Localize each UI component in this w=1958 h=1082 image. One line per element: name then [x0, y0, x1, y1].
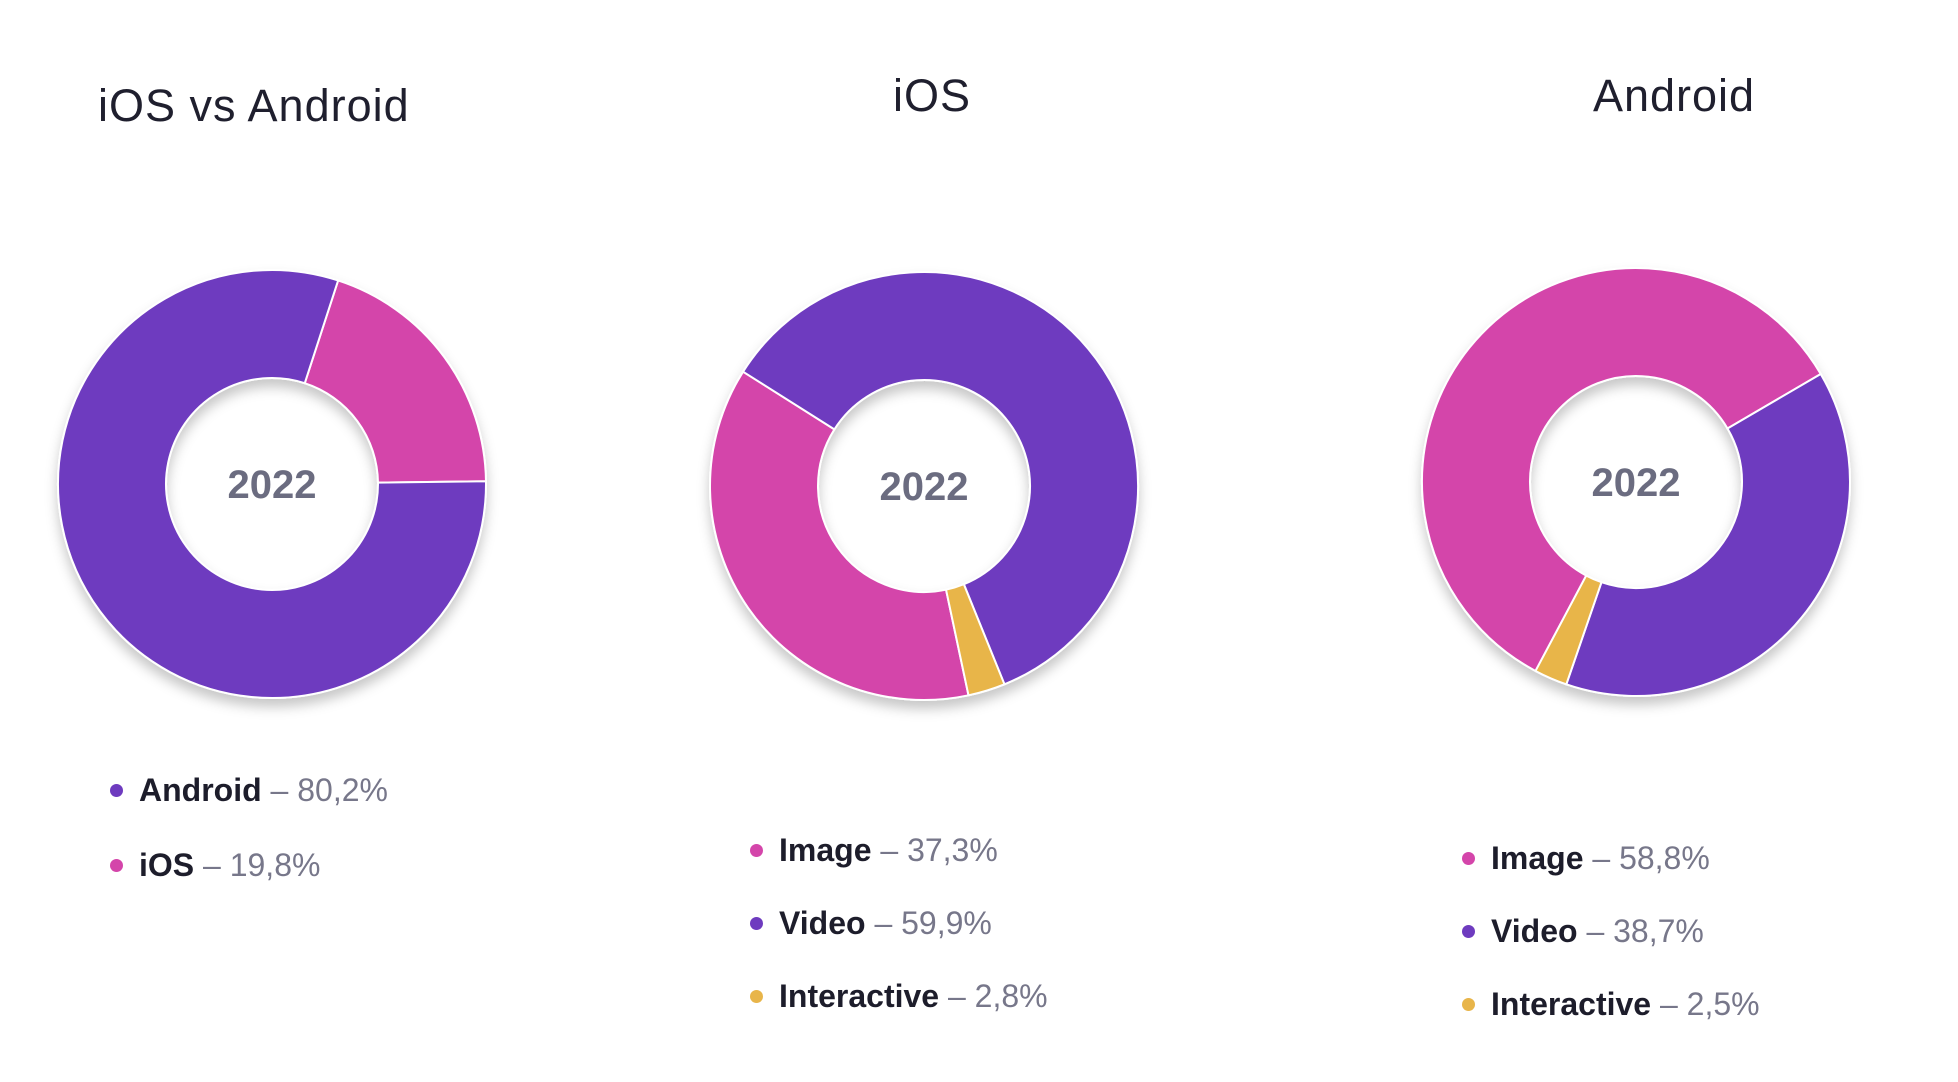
pie-slice-ios — [303, 279, 487, 484]
legend-label: Video — [1491, 913, 1578, 949]
legend-dot-icon — [1462, 925, 1475, 939]
chart-panel-ios: iOS 2022 Image – 37,3% Video – 59,9% Int… — [652, 0, 1304, 1082]
legend-label: Android — [139, 772, 262, 808]
legend-label: Image — [779, 832, 872, 868]
legend-dot-icon — [110, 859, 123, 873]
chart-panel-android: Android 2022 Image – 58,8% Video – 38,7%… — [1304, 0, 1956, 1082]
center-label: 2022 — [228, 463, 317, 507]
legend-value: 2,5% — [1686, 986, 1760, 1022]
pie-slice-image — [709, 370, 970, 701]
donut-chart: 2022 — [1421, 267, 1851, 697]
legend-value: 58,8% — [1619, 840, 1710, 876]
legend-item-video: Video – 38,7% — [1462, 911, 1704, 951]
legend-label: Image — [1491, 840, 1584, 876]
pie-slice-interactive — [1534, 574, 1603, 686]
legend-label: Video — [779, 905, 866, 941]
center-label: 2022 — [880, 465, 969, 509]
pie-slice-image — [1421, 267, 1823, 673]
legend-dot-icon — [1462, 852, 1475, 866]
legend-value: 19,8% — [229, 847, 321, 883]
legend-value: 38,7% — [1613, 913, 1704, 949]
pie-slice-android — [57, 269, 487, 699]
legend-label: Interactive — [779, 978, 940, 1014]
legend-value: 37,3% — [907, 832, 998, 868]
legend-dot-icon — [750, 844, 763, 858]
legend-item-image: Image – 37,3% — [750, 830, 998, 870]
legend-value: 2,8% — [974, 978, 1048, 1014]
legend-item-image: Image – 58,8% — [1462, 838, 1710, 878]
pie-slice-interactive — [944, 582, 1006, 697]
chart-title: iOS — [892, 70, 971, 121]
chart-panel-ios-vs-android: iOS vs Android 2022 Android – 80,2% iOS … — [0, 0, 652, 1082]
legend-dot-icon — [750, 990, 763, 1004]
legend-item-ios: iOS – 19,8% — [110, 845, 320, 885]
pie-slice-video — [741, 271, 1139, 686]
chart-title: Android — [1592, 70, 1756, 121]
legend-dot-icon — [1462, 998, 1475, 1012]
donut-chart: 2022 — [709, 271, 1139, 701]
legend-label: Interactive — [1491, 986, 1652, 1022]
chart-title: iOS vs Android — [98, 80, 410, 131]
legend-value: 80,2% — [297, 772, 388, 808]
center-label: 2022 — [1592, 461, 1681, 505]
legend-dot-icon — [110, 784, 123, 798]
legend-item-interactive: Interactive – 2,5% — [1462, 984, 1760, 1024]
pie-slice-video — [1565, 372, 1851, 697]
legend-item-interactive: Interactive – 2,8% — [750, 976, 1048, 1016]
legend-value: 59,9% — [901, 905, 992, 941]
legend-item-video: Video – 59,9% — [750, 903, 992, 943]
legend-item-android: Android – 80,2% — [110, 770, 388, 810]
legend-label: iOS — [139, 847, 195, 883]
legend-dot-icon — [750, 917, 763, 931]
donut-chart: 2022 — [57, 269, 487, 699]
